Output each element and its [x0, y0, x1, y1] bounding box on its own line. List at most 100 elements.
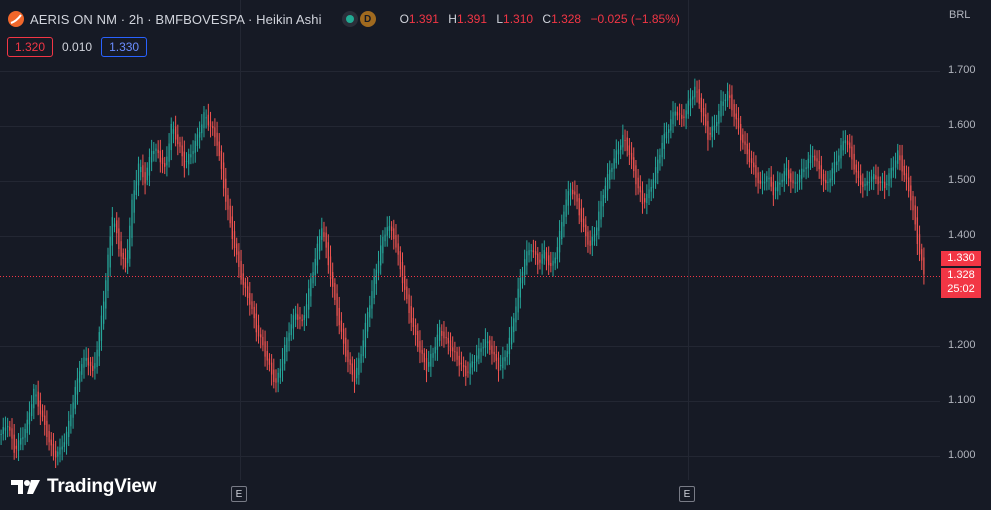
- candle-down: [299, 316, 301, 319]
- symbol-logo-icon: [8, 11, 24, 27]
- sell-price-button[interactable]: 1.320: [7, 37, 54, 57]
- candle-up: [840, 145, 842, 159]
- candle-up: [312, 272, 314, 284]
- candle-up: [61, 446, 63, 450]
- candle-up: [811, 156, 814, 158]
- candle-down: [639, 186, 641, 193]
- candle-up: [526, 251, 528, 266]
- earnings-marker[interactable]: E: [231, 486, 247, 502]
- candle-up: [277, 372, 279, 383]
- candle-down: [218, 141, 220, 157]
- candle-up: [68, 420, 70, 438]
- candle-up: [388, 225, 391, 231]
- candle-up: [561, 222, 563, 240]
- candle-up: [761, 181, 764, 184]
- candle-up: [384, 234, 386, 242]
- data-badge-icon[interactable]: D: [359, 11, 376, 27]
- candle-up: [873, 174, 875, 180]
- candle-up: [870, 176, 873, 182]
- candle-up: [609, 169, 611, 180]
- candle-up: [504, 357, 506, 362]
- candle-down: [748, 149, 751, 163]
- symbol-legend[interactable]: AERIS ON NM · 2h · BMFBOVESPA · Heikin A…: [8, 9, 680, 29]
- candle-down: [460, 362, 463, 365]
- ohlc-values: O1.391 H1.391 L1.310 C1.328 −0.025 (−1.8…: [394, 12, 680, 26]
- candle-down: [742, 134, 744, 143]
- candle-up: [718, 111, 720, 124]
- candle-up: [890, 167, 892, 179]
- trade-panel: 1.320 0.010 1.330: [7, 37, 148, 57]
- candle-up: [480, 348, 482, 352]
- candle-down: [275, 378, 277, 383]
- candle-up: [844, 140, 847, 144]
- candle-up: [513, 318, 515, 333]
- candle-up: [17, 440, 20, 451]
- candle-up: [133, 190, 135, 213]
- candle-down: [916, 217, 919, 244]
- candle-down: [875, 175, 877, 180]
- candle-down: [587, 231, 589, 245]
- candle-down: [772, 182, 775, 196]
- buy-price-button[interactable]: 1.330: [101, 37, 148, 57]
- candle-up: [652, 179, 655, 189]
- candle-up: [886, 183, 888, 185]
- currency-selector[interactable]: BRL: [949, 9, 971, 21]
- candle-down: [255, 313, 257, 333]
- last-price-tag: 1.328 25:02: [941, 268, 981, 298]
- candle-up: [517, 288, 519, 313]
- candle-down: [209, 121, 212, 127]
- candle-down: [332, 272, 334, 287]
- candle-up: [798, 174, 801, 183]
- candle-down: [262, 336, 264, 346]
- candle-up: [137, 163, 140, 186]
- candle-down: [574, 191, 576, 195]
- candle-down: [462, 364, 465, 368]
- symbol-title[interactable]: AERIS ON NM · 2h · BMFBOVESPA · Heikin A…: [30, 11, 322, 27]
- candle-up: [205, 117, 207, 119]
- candle-up: [364, 322, 367, 348]
- candle-up: [201, 124, 203, 134]
- candle-down: [414, 324, 417, 336]
- earnings-marker[interactable]: E: [679, 486, 695, 502]
- candle-up: [515, 306, 517, 323]
- candle-up: [613, 158, 615, 169]
- candle-down: [770, 176, 772, 187]
- candle-down: [89, 361, 92, 367]
- candle-up: [530, 250, 532, 252]
- candle-up: [78, 371, 81, 383]
- candle-down: [37, 391, 39, 407]
- last-price-value: 1.328: [947, 269, 975, 281]
- candle-down: [390, 226, 393, 231]
- candle-up: [646, 193, 648, 204]
- candle-down: [264, 341, 266, 357]
- candle-up: [519, 277, 521, 298]
- candle-down: [233, 231, 236, 249]
- candle-up: [469, 363, 471, 374]
- candle-up: [30, 404, 33, 417]
- candle-down: [572, 189, 574, 195]
- candle-up: [713, 125, 716, 131]
- candle-down: [399, 251, 401, 270]
- candle-down: [236, 243, 238, 255]
- candle-up: [659, 154, 661, 164]
- ask-price-tag: 1.330: [941, 251, 981, 266]
- candle-up: [720, 100, 722, 117]
- candle-up: [779, 182, 781, 185]
- candle-down: [705, 114, 707, 126]
- candle-down: [853, 153, 855, 170]
- candle-up: [153, 151, 155, 154]
- candle-down: [644, 198, 646, 203]
- candle-up: [506, 351, 508, 358]
- candle-down: [729, 95, 731, 98]
- candle-down: [268, 358, 271, 365]
- candle-up: [190, 154, 192, 158]
- tradingview-logo[interactable]: TradingView: [11, 476, 157, 498]
- candle-up: [829, 178, 831, 183]
- market-status-icon[interactable]: [341, 11, 358, 27]
- candle-up: [596, 227, 598, 236]
- candle-down: [787, 169, 790, 179]
- candle-down: [118, 228, 120, 250]
- candle-down: [580, 208, 583, 222]
- candle-down: [545, 252, 548, 261]
